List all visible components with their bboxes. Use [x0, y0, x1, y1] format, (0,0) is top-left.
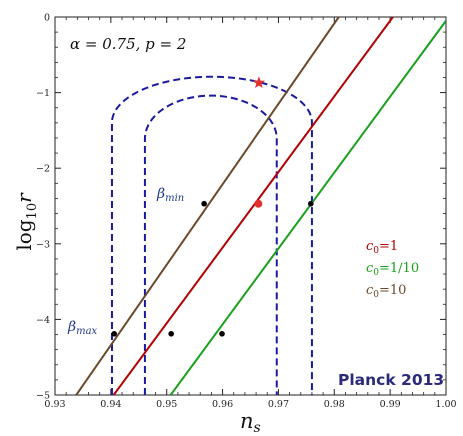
y-tick-label-4: −4 [36, 315, 50, 326]
series-dots [111, 200, 314, 337]
legend-item-c0-1: c0=1 [366, 239, 398, 256]
dot-c0=10-1 [201, 200, 207, 207]
y-axis-title-main: log [12, 219, 36, 250]
tick-labels: 0.93 0.94 0.95 0.96 0.97 0.98 0.99 1.00 0 −1 −2 −3 −… [36, 13, 457, 411]
legend-c0-1-tail: =1 [379, 239, 398, 254]
beta-max-label: βmax [67, 319, 98, 337]
y-axis-title-tail: r [12, 192, 36, 203]
dot-c0=1/10-0 [219, 330, 225, 337]
beta-max-label-sub: max [76, 326, 97, 337]
dot-c0=1/10-1 [308, 200, 314, 207]
x-tick-label-0: 0.93 [44, 399, 65, 410]
beta-curves [110, 75, 313, 395]
y-tick-label-5: −5 [36, 391, 50, 402]
axis-ticks [54, 16, 447, 396]
legend-c0-10-sub: 0 [373, 290, 379, 300]
legend-c0-1-main: c [366, 239, 374, 254]
x-tick-label-3: 0.96 [212, 399, 233, 410]
legend-item-c0-1-10: c0=1/10 [366, 261, 419, 278]
x-tick-label-2: 0.95 [156, 399, 177, 410]
x-tick-label-4: 0.97 [268, 399, 289, 410]
y-axis-title: log10r [12, 192, 40, 251]
legend: c0=1 c0=1/10 c0=10 [366, 239, 419, 300]
beta-min-curve [143, 94, 278, 395]
legend-c0-10-main: c [366, 283, 374, 298]
y-tick-label-0: 0 [44, 13, 50, 24]
line-c0=1/10 [169, 20, 446, 395]
x-tick-label-1: 0.94 [100, 399, 121, 410]
dot-c0=10-0 [111, 330, 118, 337]
plot-frame [54, 16, 447, 396]
x-axis-title: ns [240, 409, 261, 436]
x-tick-label-7: 1.00 [435, 399, 456, 410]
legend-c0-1-10-tail: =1/10 [379, 261, 419, 276]
y-tick-label-3: −3 [36, 239, 50, 250]
y-tick-label-2: −2 [36, 164, 50, 175]
x-axis-title-main: n [240, 409, 254, 433]
planck-point-marker [254, 199, 263, 208]
x-tick-label-5: 0.98 [324, 399, 345, 410]
beta-min-label-main: β [156, 186, 165, 202]
y-tick-label-1: −1 [36, 88, 50, 99]
parameters-label: α = 0.75, p = 2 [70, 35, 186, 53]
x-axis-title-sub: s [254, 420, 261, 436]
markers [252, 76, 266, 208]
legend-item-c0-10: c0=10 [366, 283, 406, 300]
line-c0=10 [75, 17, 340, 395]
beta-min-label: βmin [156, 186, 184, 204]
planck-annotation: Planck 2013 [338, 371, 444, 389]
beta-max-curve [110, 75, 313, 395]
beta-max-label-main: β [67, 319, 76, 335]
legend-c0-1-10-main: c [366, 261, 374, 276]
legend-c0-10-tail: =10 [379, 283, 406, 298]
series-lines [75, 17, 446, 395]
legend-c0-1-10-sub: 0 [373, 268, 379, 278]
beta-min-label-sub: min [165, 193, 184, 204]
y-axis-title-sub: 10 [25, 203, 40, 220]
legend-c0-1-sub: 0 [373, 246, 379, 256]
x-tick-label-6: 0.99 [380, 399, 401, 410]
line-c0=1 [112, 17, 394, 395]
star-marker [252, 76, 266, 89]
dot-c0=1-0 [168, 330, 174, 337]
